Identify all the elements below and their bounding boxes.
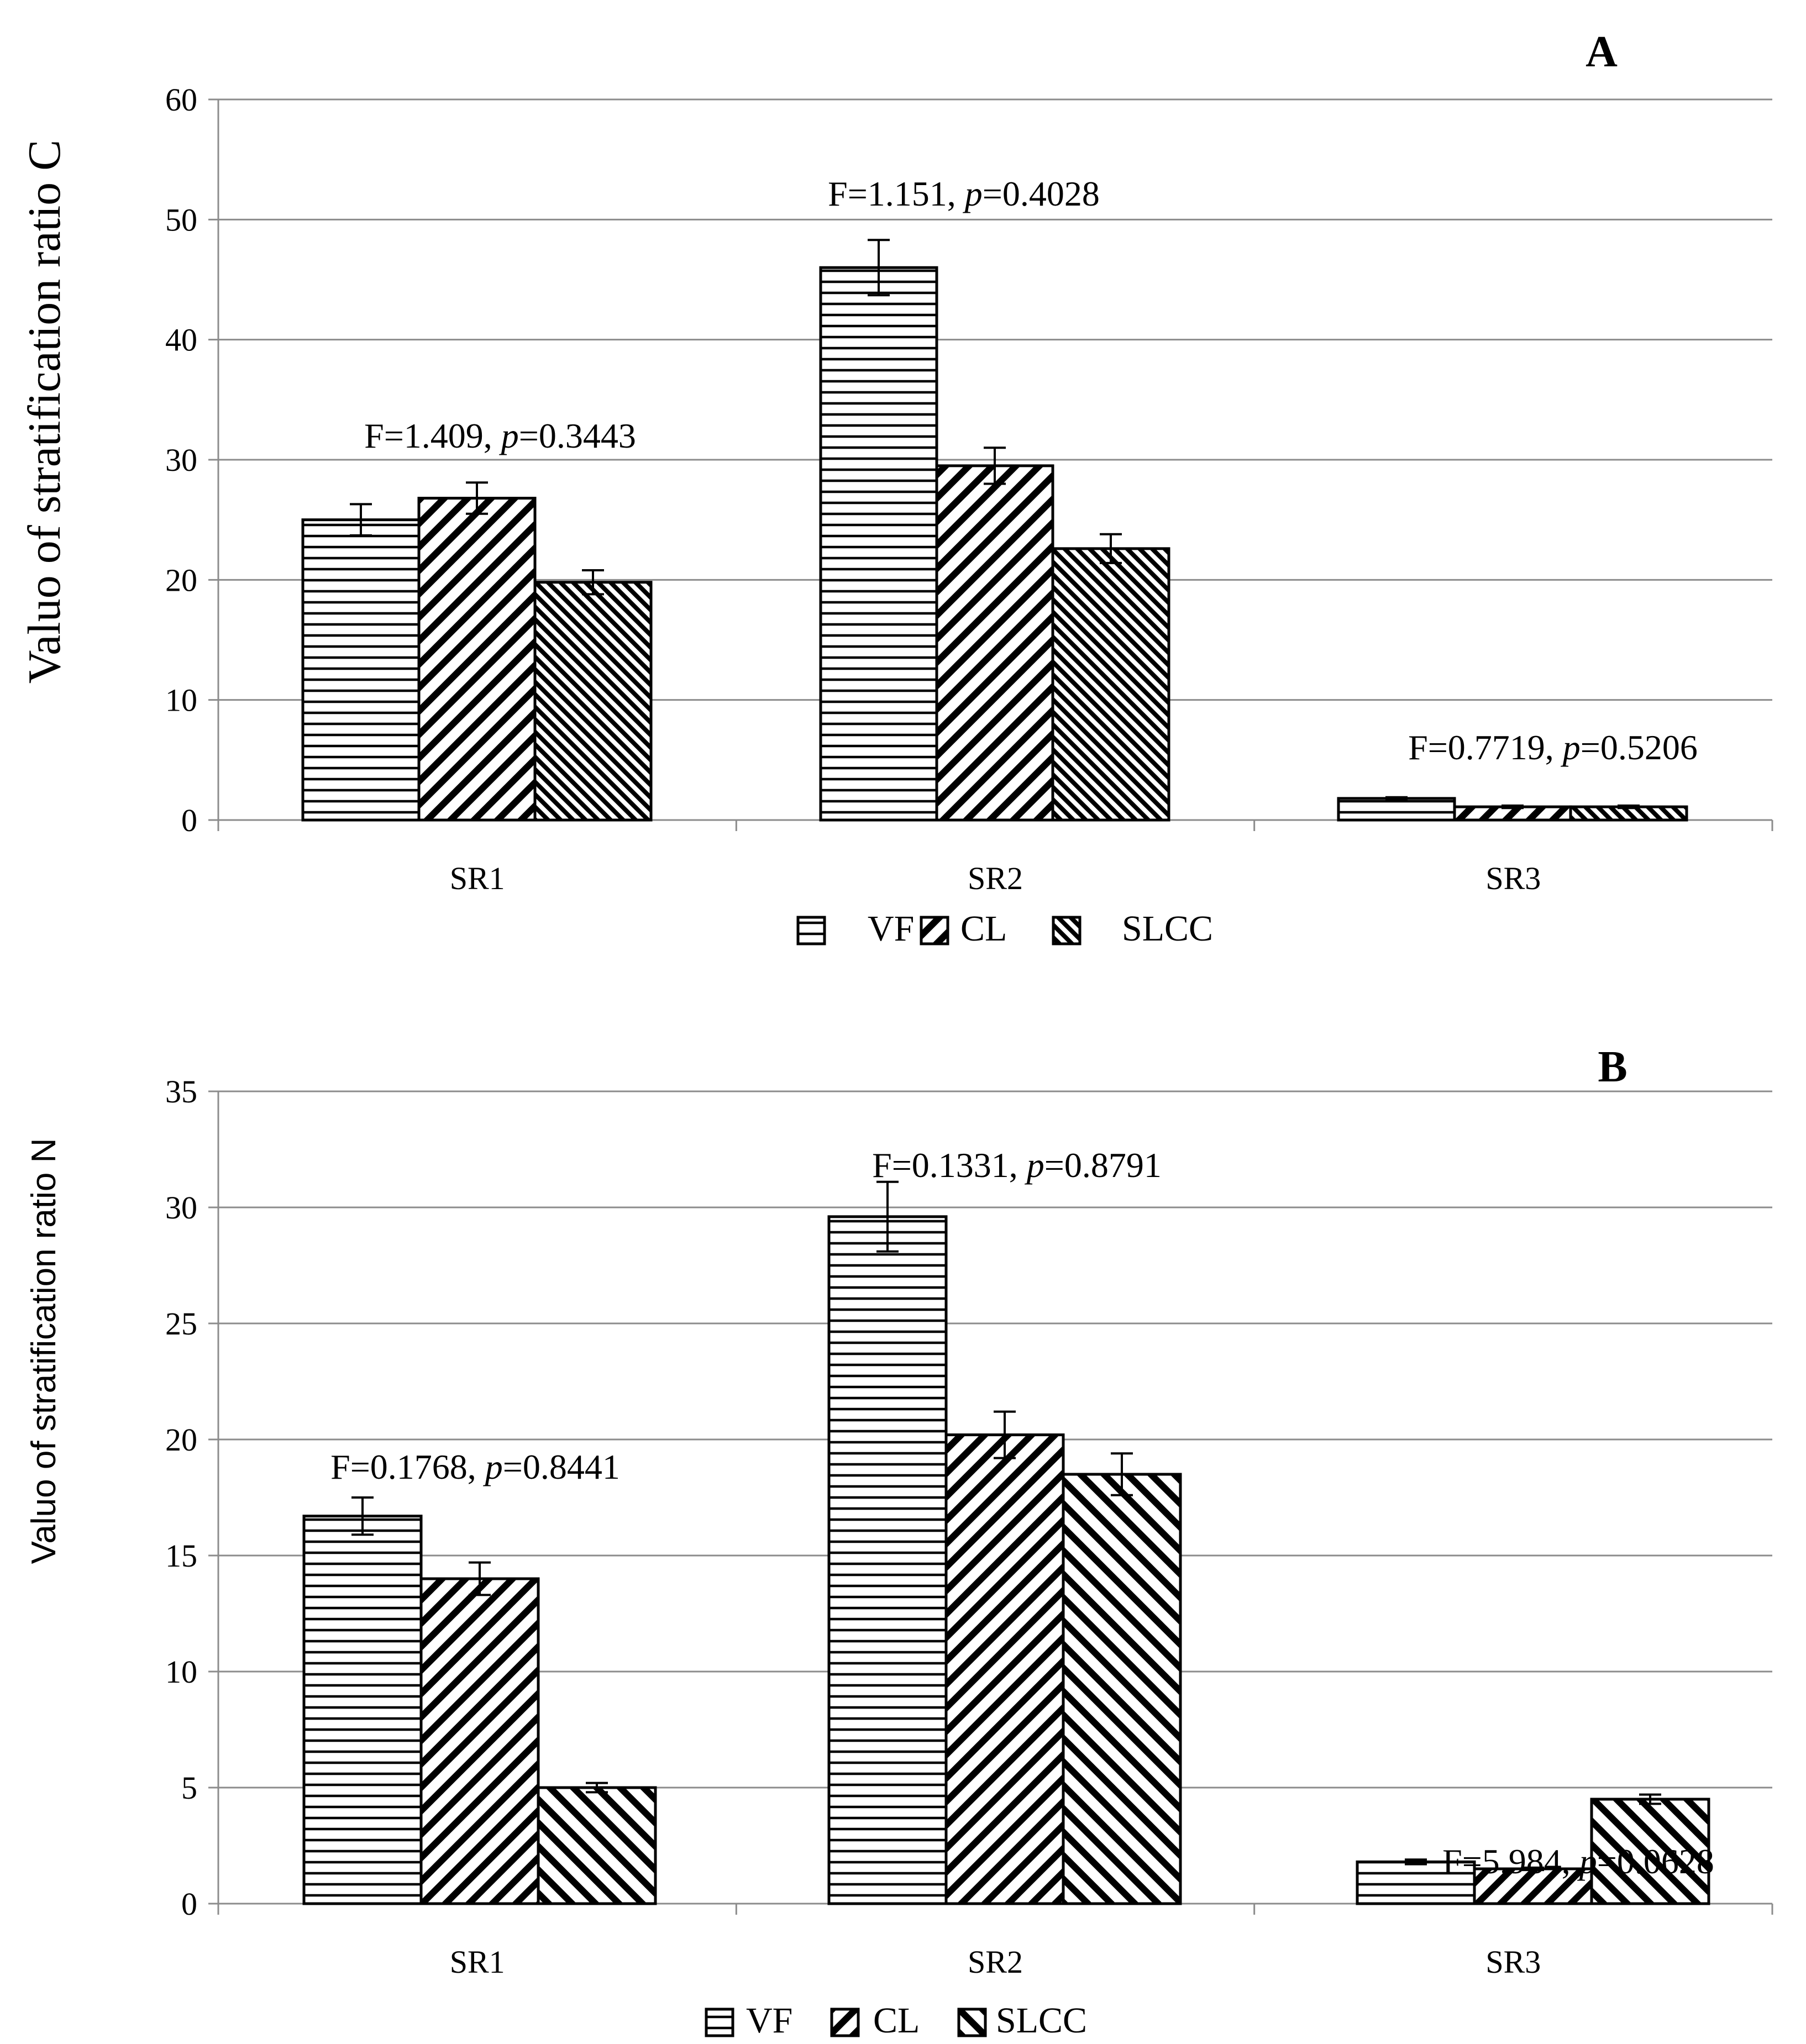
legend-label: SLCC — [1122, 908, 1213, 949]
x-tick-label: SR2 — [968, 860, 1023, 896]
x-tick-label: SR3 — [1485, 1944, 1541, 1980]
stat-p-value: =0.8791 — [1044, 1146, 1162, 1185]
x-tick-label: SR1 — [450, 860, 505, 896]
stat-annotation: F=1.409, p=0.3443 — [364, 416, 636, 455]
legend: VF CL SLCC — [796, 908, 1213, 949]
y-tick-label: 10 — [165, 682, 197, 718]
y-tick-label: 15 — [165, 1538, 197, 1574]
legend-swatch-VF — [796, 916, 826, 945]
bar-CL-SR1 — [419, 1577, 540, 1905]
stat-f: F=1.409, — [364, 416, 501, 455]
stat-p-value: =0.3443 — [519, 416, 636, 455]
stat-p-value: =0.5206 — [1581, 728, 1698, 767]
y-tick-label: 60 — [165, 82, 197, 118]
bar-SLCC-SR2 — [1051, 547, 1170, 822]
y-tick-label: 10 — [165, 1654, 197, 1690]
y-tick-label: 40 — [165, 322, 197, 358]
stat-f: F=0.1768, — [330, 1447, 485, 1486]
bar-SLCC-SR1 — [533, 581, 653, 822]
y-tick-label: 25 — [165, 1306, 197, 1342]
stat-annotation: F=1.151, p=0.4028 — [828, 174, 1100, 213]
stat-annotation: F=0.1331, p=0.8791 — [872, 1146, 1162, 1185]
y-tick-label: 0 — [181, 1886, 197, 1922]
bar-SLCC-SR2 — [1062, 1473, 1182, 1905]
y-axis-title: Valuo of stratification ratio N — [25, 1138, 63, 1564]
x-tick-label: SR3 — [1485, 860, 1541, 896]
x-tick-label: SR1 — [450, 1944, 505, 1980]
stat-p-label: p — [483, 1447, 503, 1486]
x-tick-label: SR2 — [968, 1944, 1023, 1980]
legend: VF CL SLCC — [705, 2000, 1087, 2041]
error-bars — [350, 239, 1640, 810]
error-bars — [351, 1180, 1661, 1872]
stat-f: F=0.7719, — [1408, 728, 1563, 767]
y-tick-label: 5 — [181, 1770, 197, 1806]
legend-label: CL — [960, 908, 1007, 949]
stat-p-value: =0.8441 — [503, 1447, 620, 1486]
y-tick-label: 20 — [165, 1422, 197, 1458]
y-tick-label: 30 — [165, 1190, 197, 1226]
bar-VF-SR2 — [819, 266, 938, 822]
y-tick-label: 0 — [181, 802, 197, 838]
legend-swatch-CL — [830, 2008, 860, 2037]
bar-SLCC-SR1 — [537, 1786, 657, 1905]
bar-CL-SR2 — [944, 1433, 1065, 1905]
stat-f: F=1.151, — [828, 174, 965, 213]
stat-f: F=0.1331, — [872, 1146, 1027, 1185]
legend-label: SLCC — [996, 2000, 1087, 2041]
x-axis: SR1 SR2 SR3 — [217, 1903, 1773, 1980]
stat-p-label: p — [499, 416, 519, 455]
stat-f: F=5.984, — [1442, 1842, 1579, 1881]
legend-swatch-VF — [705, 2008, 734, 2037]
panel-letter: B — [1598, 1043, 1627, 1091]
bar-CL-SR2 — [935, 464, 1054, 822]
panel-letter: A — [1586, 28, 1618, 76]
stat-annotation: F=5.984, p=0.0628 — [1442, 1842, 1714, 1881]
y-axis: 0 10 20 30 40 50 60 — [165, 82, 219, 838]
legend-swatch-CL — [920, 916, 949, 945]
stat-p-value: =0.4028 — [983, 174, 1100, 213]
bar-SLCC-SR3 — [1590, 1798, 1710, 1905]
bar-CL-SR1 — [417, 497, 537, 822]
stat-annotation: F=0.1768, p=0.8441 — [330, 1447, 620, 1486]
legend-label: VF — [746, 2000, 792, 2041]
stat-p-label: p — [1577, 1842, 1597, 1881]
bar-VF-SR3 — [1337, 797, 1456, 822]
stat-p-label: p — [963, 174, 983, 213]
y-tick-label: 35 — [165, 1074, 197, 1110]
legend-swatch-SLCC — [957, 2008, 987, 2037]
x-axis: SR1 SR2 SR3 — [217, 819, 1773, 896]
stat-annotation: F=0.7719, p=0.5206 — [1408, 728, 1698, 767]
y-tick-label: 20 — [165, 562, 197, 598]
y-tick-label: 50 — [165, 202, 197, 238]
bar-VF-SR1 — [301, 518, 421, 822]
bar-VF-SR1 — [302, 1515, 423, 1905]
stat-p-label: p — [1561, 728, 1581, 767]
legend-label: CL — [873, 2000, 920, 2041]
stat-p-label: p — [1025, 1146, 1044, 1185]
stat-p-value: =0.0628 — [1597, 1842, 1714, 1881]
bars — [302, 1215, 1710, 1905]
bar-VF-SR2 — [827, 1215, 948, 1905]
legend-swatch-SLCC — [1052, 916, 1082, 945]
y-tick-label: 30 — [165, 442, 197, 478]
y-axis-title: Valuo of stratification ratio C — [19, 140, 70, 684]
legend-label: VF — [868, 908, 914, 949]
y-axis: 0 5 10 15 20 25 30 35 — [165, 1074, 219, 1922]
